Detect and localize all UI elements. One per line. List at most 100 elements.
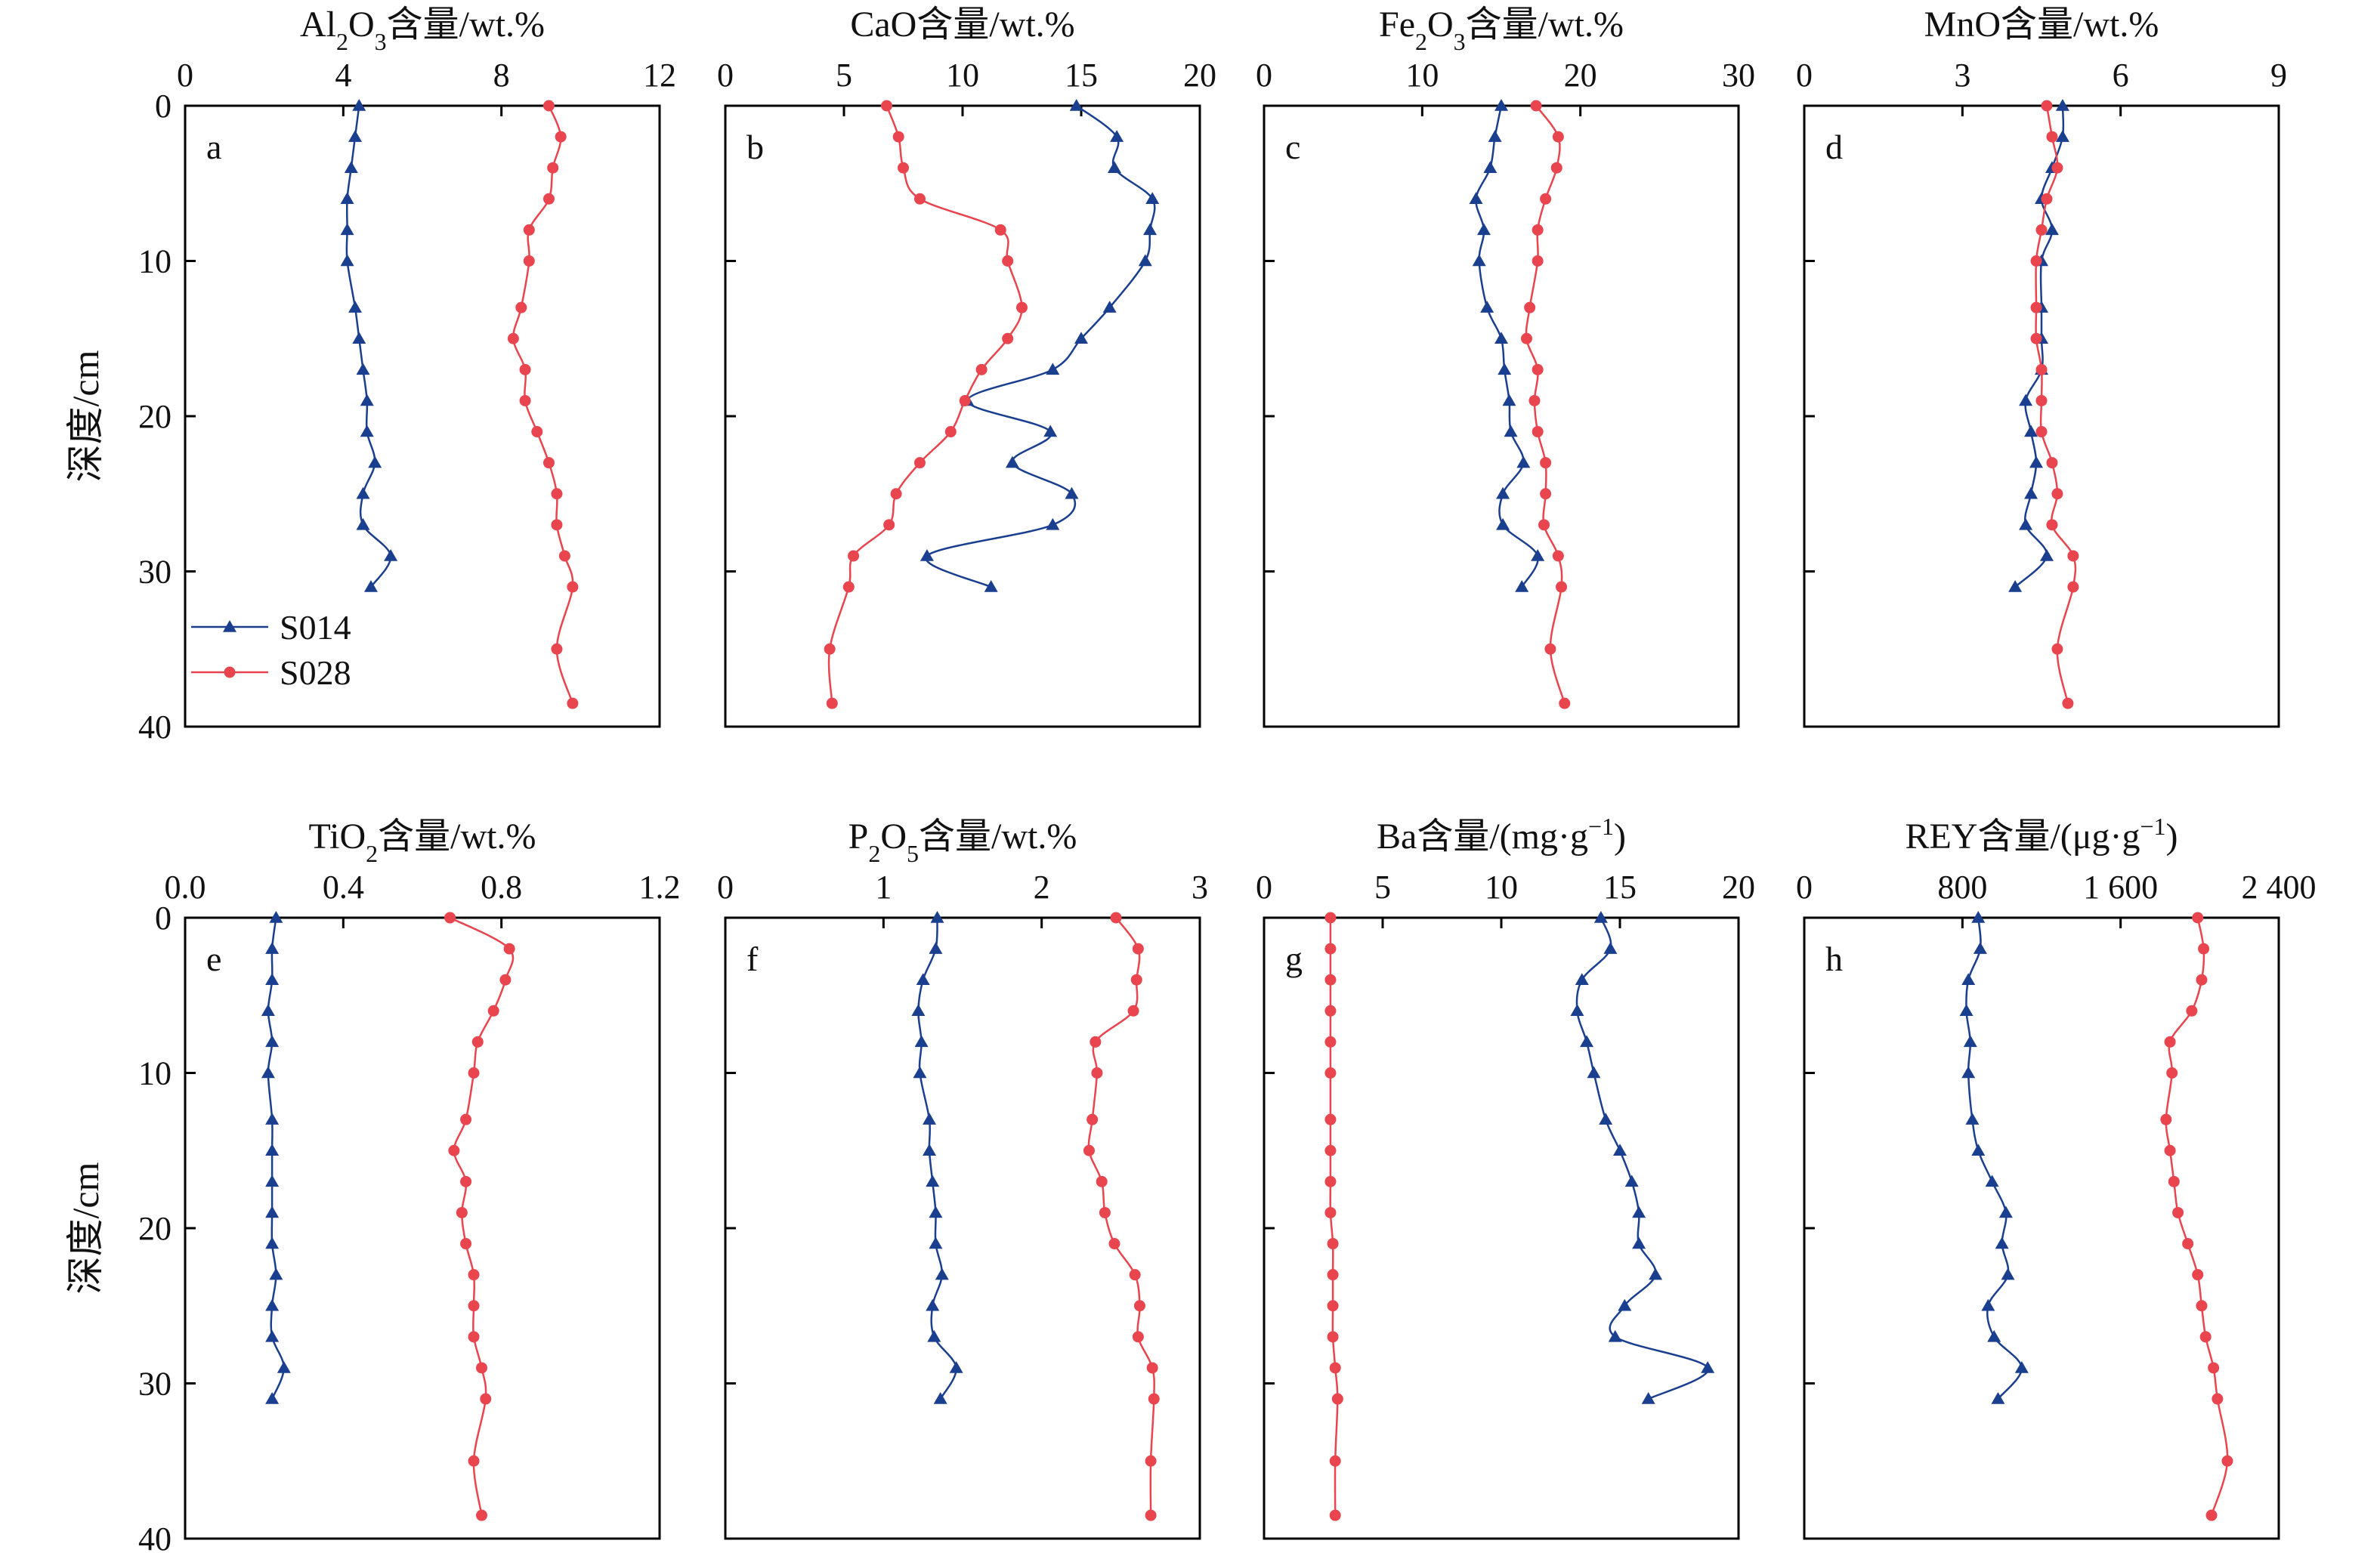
data-point	[499, 974, 512, 986]
data-point	[1327, 1300, 1339, 1312]
data-point	[1016, 301, 1028, 313]
data-point	[265, 1035, 280, 1048]
data-point	[344, 161, 358, 173]
data-point	[913, 1066, 927, 1079]
data-point	[1146, 1362, 1158, 1374]
series-line	[267, 917, 286, 1400]
data-point	[923, 1144, 937, 1156]
panel-title: Fe2O3含量/wt.%	[1379, 5, 1624, 55]
data-point	[1324, 912, 1337, 924]
data-point	[558, 550, 570, 562]
x-tick-label: 6	[2113, 57, 2129, 94]
data-point	[1540, 488, 1552, 500]
data-point	[1324, 1036, 1337, 1048]
x-tick-label: 1 600	[2083, 869, 2158, 906]
data-point	[1143, 223, 1158, 236]
data-point	[468, 1300, 480, 1312]
data-point	[269, 911, 283, 923]
series-line	[2014, 105, 2065, 588]
data-point	[2208, 1362, 2220, 1374]
data-point	[1570, 1004, 1584, 1017]
data-point	[468, 1269, 480, 1281]
panel-g: Ba含量/(mg·g−1) 0 5 10 15 20 g	[1256, 813, 1755, 1540]
data-point	[2029, 455, 2044, 468]
data-point	[1133, 1300, 1145, 1312]
data-point	[2212, 1393, 2224, 1405]
data-point	[2019, 394, 2033, 406]
data-point	[265, 1206, 280, 1218]
data-point	[892, 131, 904, 143]
data-point	[1961, 973, 1976, 985]
panel-title: CaO含量/wt.%	[850, 5, 1074, 45]
data-point	[1593, 911, 1608, 923]
panel-d: MnO含量/wt.% 0 3 6 9 d	[1796, 5, 2287, 728]
data-point	[1145, 1455, 1157, 1467]
data-point	[261, 1066, 275, 1079]
y-tick-label: 20	[138, 1210, 172, 1247]
data-point	[1649, 1267, 1663, 1280]
x-tick-label: 3	[1954, 57, 1970, 94]
data-point	[1091, 1067, 1103, 1079]
data-point	[265, 1175, 280, 1187]
series-S028	[2160, 912, 2233, 1521]
data-point	[265, 1144, 280, 1156]
data-point	[848, 550, 860, 562]
data-point	[1002, 332, 1014, 344]
x-tick-label: 20	[1183, 57, 1216, 94]
data-point	[356, 486, 370, 499]
data-point	[2055, 99, 2069, 111]
y-tick-label: 40	[138, 1520, 172, 1557]
data-point	[340, 192, 354, 205]
x-tick-label: 0	[177, 57, 193, 94]
data-point	[1973, 942, 1987, 954]
data-point	[984, 580, 998, 592]
data-point	[444, 912, 456, 924]
data-point	[935, 1267, 949, 1280]
y-tick-label: 40	[138, 708, 172, 746]
x-tick-label: 0.0	[165, 869, 206, 906]
x-tick-label: 0	[1256, 869, 1272, 906]
data-point	[456, 1206, 468, 1218]
y-tick-label: 10	[138, 1055, 172, 1092]
data-point	[1496, 486, 1510, 499]
data-point	[1483, 161, 1498, 173]
panel-f: P2O5含量/wt.% 0 1 2 3 f	[717, 817, 1208, 1540]
x-tick-label: 0.8	[481, 869, 522, 906]
series-line	[1087, 917, 1155, 1516]
y-tick-label: 0	[155, 88, 172, 125]
x-tick-label: 9	[2270, 57, 2287, 94]
data-point	[356, 517, 370, 530]
series-S014	[1469, 99, 1545, 592]
data-point	[2192, 1269, 2204, 1281]
data-point	[265, 942, 280, 954]
data-point	[911, 1004, 926, 1017]
data-point	[1559, 697, 1571, 709]
data-point	[1641, 1392, 1655, 1404]
data-point	[914, 1035, 929, 1048]
data-point	[1090, 1036, 1102, 1048]
data-point	[2051, 488, 2063, 500]
data-point	[2182, 1238, 2194, 1250]
y-tick-label: 30	[138, 554, 172, 591]
data-point	[1324, 1005, 1337, 1017]
data-point	[261, 1004, 275, 1017]
series-line	[917, 917, 957, 1400]
data-point	[1324, 943, 1337, 955]
data-point	[929, 1206, 943, 1218]
data-point	[926, 1175, 940, 1187]
data-point	[1504, 424, 1518, 437]
data-point	[265, 973, 280, 985]
series-S028	[2030, 100, 2079, 709]
x-tick-label: 8	[493, 57, 510, 94]
data-point	[1608, 1329, 1622, 1342]
x-tick-label: 3	[1192, 869, 1208, 906]
data-point	[975, 363, 988, 375]
data-point	[1099, 1206, 1111, 1218]
data-point	[1624, 1175, 1639, 1187]
series-S028	[507, 100, 579, 709]
data-point	[2164, 1036, 2176, 1048]
legend-item-S028: S028	[191, 653, 351, 692]
x-tick-label: 2	[1034, 869, 1050, 906]
series-line	[444, 914, 515, 1516]
x-tick-label: 30	[1722, 57, 1755, 94]
